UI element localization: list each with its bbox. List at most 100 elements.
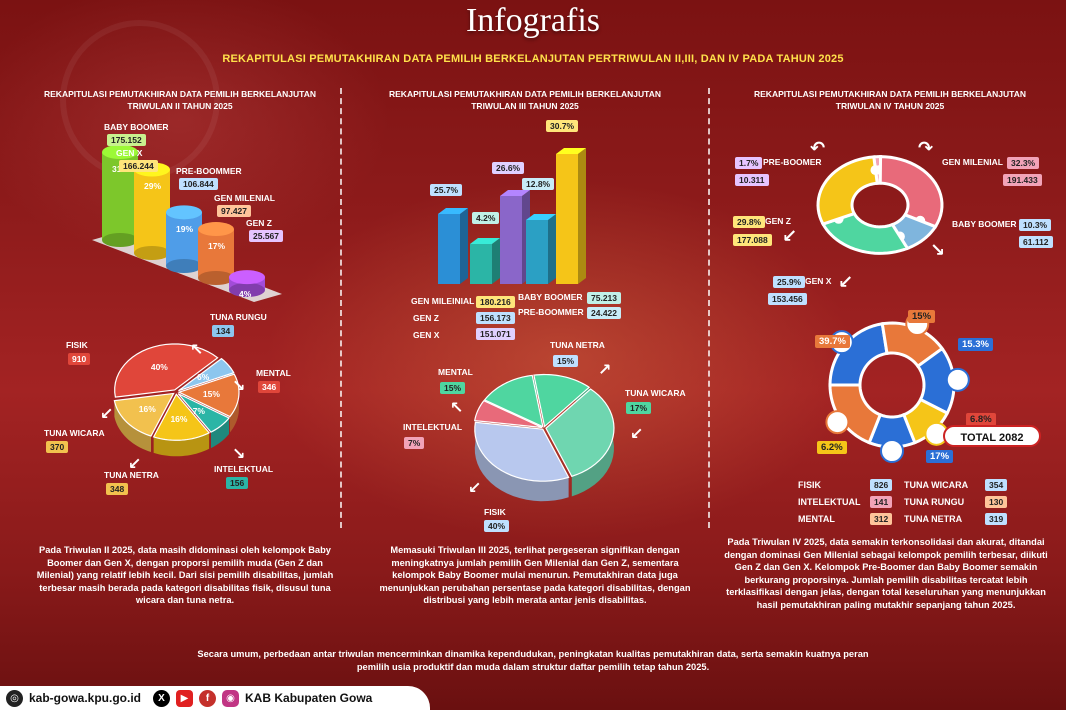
q2-pie-percent: 40%	[150, 362, 168, 373]
facebook-icon[interactable]: f	[199, 689, 217, 707]
q2-category-gen-milenial: GEN MILENIAL	[214, 193, 275, 203]
q4-dis-icon	[945, 367, 970, 392]
paragraph-q4: Pada Triwulan IV 2025, data semakin terk…	[724, 537, 1048, 610]
q2-arrow-icon: ↙	[100, 406, 114, 423]
q3-pie-label-tuna-netra: TUNA NETRA	[550, 340, 605, 350]
q2-pie-label-tuna-rungu: TUNA RUNGU	[210, 312, 267, 322]
q2-pie-label-fisik: FISIK	[66, 340, 88, 350]
page-title: Infografis	[465, 2, 601, 39]
q3-category-baby-boomer: BABY BOOMER	[518, 292, 583, 302]
q2-bar-top	[229, 270, 265, 285]
q4-legend-mental: MENTAL	[798, 514, 835, 524]
q3-arrow-icon: ↙	[630, 426, 644, 443]
q2-pie-slice-4	[152, 393, 211, 441]
q4-label-baby-boomer: BABY BOOMER	[952, 219, 1017, 229]
q4-donut-marker	[870, 165, 881, 176]
q3-category-gen-x: GEN X	[413, 330, 440, 340]
q3-pie-label-fisik: FISIK	[484, 507, 506, 517]
q4-legend-value-tuna-rungu: 130	[985, 496, 1008, 508]
q3-bar-side	[460, 208, 468, 284]
divider-right	[708, 88, 710, 528]
q2-pie-value-tuna-rungu: 134	[212, 325, 235, 337]
q3-bar-side	[492, 238, 500, 284]
q4-percent-gen-milenial: 32.3%	[1007, 157, 1040, 169]
total-badge: TOTAL 2082	[943, 425, 1041, 447]
q2-category-baby-boomer: BABY BOOMER	[104, 122, 169, 132]
q3-category-gen-z: GEN Z	[413, 313, 439, 323]
q3-value-gen-x: 151.071	[476, 328, 515, 340]
q4-arrow-icon: ↶	[810, 138, 826, 158]
q2-value-baby-boomer: 175.152	[107, 134, 146, 146]
q3-value-baby-boomer: 75.213	[587, 292, 621, 304]
globe-icon[interactable]: ◎	[6, 689, 23, 707]
q4-dis-percent: 6.2%	[817, 441, 847, 454]
panel-title-q3: REKAPITULASI PEMUTAKHIRAN DATA PEMILIH B…	[389, 89, 661, 111]
q3-bar-percent: 25.7%	[430, 184, 463, 196]
account-name[interactable]: KAB Kabupaten Gowa	[245, 691, 373, 705]
q3-bar-1	[470, 244, 492, 284]
q2-bar-bottom	[166, 259, 202, 273]
q2-pie-value-tuna-wicara: 370	[46, 441, 69, 453]
q4-arrow-icon: ↙	[838, 272, 854, 292]
q3-pie-slice-0	[533, 373, 591, 428]
q4-legend-value-intelektual: 141	[870, 496, 893, 508]
q2-pie-percent: 7%	[192, 406, 205, 417]
q2-pie-label-mental: MENTAL	[256, 368, 291, 378]
q3-bar-percent: 12.8%	[522, 178, 555, 190]
q4-legend-tuna-netra: TUNA NETRA	[904, 514, 963, 524]
q3-category-pre-boommer: PRE-BOOMMER	[518, 307, 584, 317]
q2-bar-percent: 29%	[144, 181, 162, 192]
q4-legend-intelektual: INTELEKTUAL	[798, 497, 861, 507]
q2-category-pre-boommer: PRE-BOOMMER	[176, 166, 242, 176]
q4-label-pre-boomer: PRE-BOOMER	[763, 157, 822, 167]
q2-bar-gen-milenial	[198, 229, 234, 278]
instagram-icon[interactable]: ◉	[222, 689, 240, 707]
q2-bar-percent: 4%	[239, 289, 252, 300]
q3-pie-percent-tuna-wicara: 17%	[626, 402, 652, 414]
q3-pie-percent-tuna-netra: 15%	[553, 355, 579, 367]
x-icon[interactable]: X	[153, 689, 171, 707]
q2-arrow-icon: ↖	[190, 342, 204, 359]
q3-category-gen-mileinial: GEN MILEINIAL	[411, 296, 475, 306]
q2-pie-value-tuna-netra: 348	[106, 483, 129, 495]
q2-pie-percent: 6%	[196, 371, 210, 382]
q2-bar-bottom	[229, 283, 265, 297]
q4-label-gen-z: GEN Z	[765, 216, 791, 226]
q3-arrow-icon: ↖	[450, 400, 464, 417]
youtube-icon[interactable]: ▶	[176, 689, 194, 707]
q2-bar-gen-x	[134, 169, 170, 253]
q4-label-gen-x: GEN X	[805, 276, 832, 286]
footer-bar: ◎ kab-gowa.kpu.go.id X ▶ f ◉ KAB Kabupat…	[0, 686, 430, 710]
q3-value-gen-z: 156.173	[476, 312, 515, 324]
q4-dis-percent: 15%	[908, 310, 936, 323]
q3-bar-top	[500, 190, 530, 196]
q3-bar-side	[578, 148, 586, 284]
q2-category-gen-z: GEN Z	[246, 218, 272, 228]
q2-pie-label-tuna-wicara: TUNA WICARA	[44, 428, 105, 438]
q3-bar-percent: 4.2%	[472, 212, 500, 224]
q4-legend-tuna-wicara: TUNA WICARA	[904, 480, 969, 490]
q3-bar-top	[438, 208, 468, 214]
page-subtitle: REKAPITULASI PEMUTAKHIRAN DATA PEMILIH B…	[222, 53, 844, 65]
q4-value-gen-milenial: 191.433	[1003, 174, 1042, 186]
q4-dis-percent: 17%	[926, 450, 954, 463]
q3-pie-label-tuna-wicara: TUNA WICARA	[625, 388, 686, 398]
divider-left	[340, 88, 342, 528]
q2-bar-percent: 19%	[176, 224, 194, 235]
q4-dis-percent: 6.8%	[966, 413, 996, 426]
q4-value-baby-boomer: 61.112	[1019, 236, 1053, 248]
q4-legend-fisik: FISIK	[798, 480, 822, 490]
q3-bar-3	[526, 220, 548, 284]
q4-donut-slice-gen-z	[816, 155, 879, 226]
q2-pie-percent: 15%	[202, 389, 220, 400]
q2-bar-percent: 17%	[208, 241, 226, 252]
q2-pie-percent: 16%	[170, 414, 188, 425]
q3-bar-side	[548, 214, 556, 284]
q4-value-gen-x: 153.456	[768, 293, 807, 305]
q4-legend-value-tuna-netra: 319	[985, 513, 1008, 525]
q3-pie-label-mental: MENTAL	[438, 367, 473, 377]
website-link[interactable]: kab-gowa.kpu.go.id	[29, 691, 142, 705]
q3-pie-percent-mental: 15%	[440, 382, 466, 394]
